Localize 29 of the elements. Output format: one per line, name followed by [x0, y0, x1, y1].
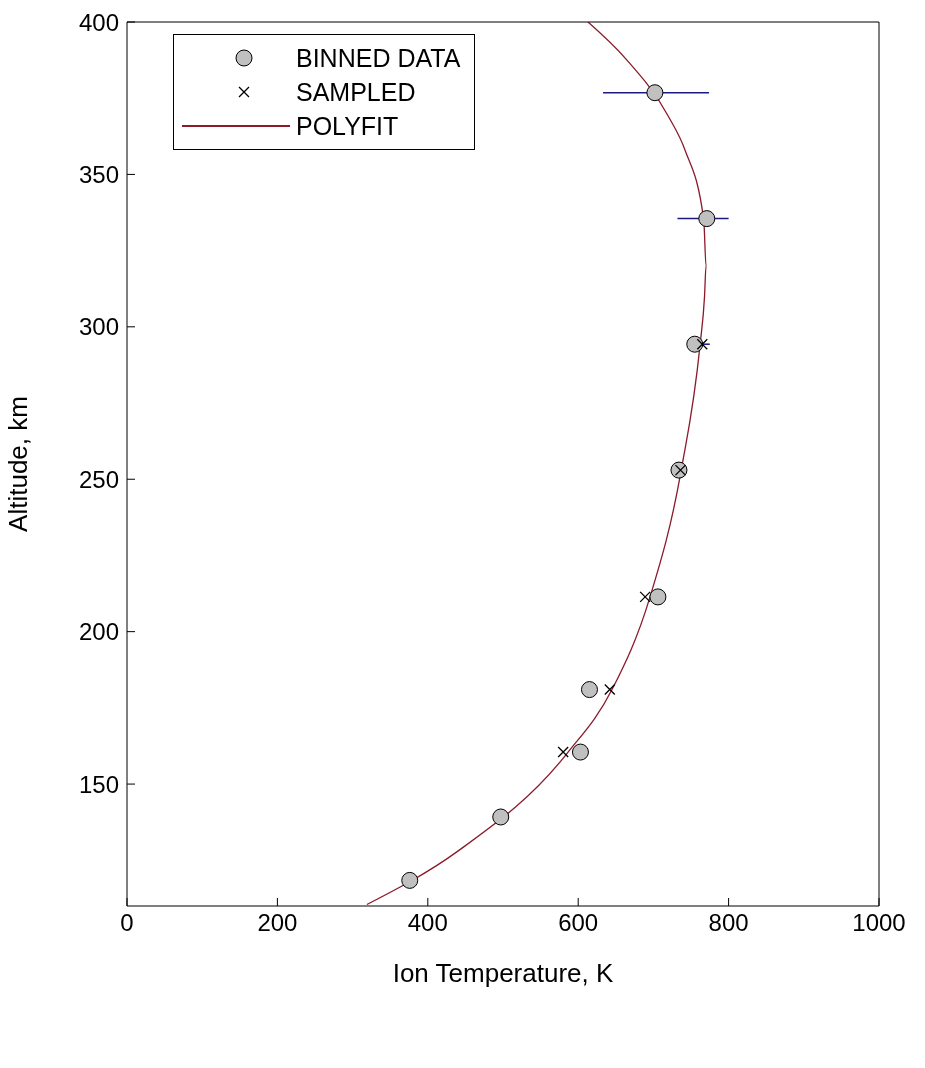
legend-label: BINNED DATA — [296, 43, 461, 73]
y-tick-label: 250 — [78, 465, 119, 493]
point — [557, 746, 569, 758]
point — [492, 808, 510, 826]
legend-label: POLYFIT — [296, 111, 399, 141]
y-axis-title: Altitude, km — [3, 396, 34, 532]
y-tick-label: 200 — [78, 618, 119, 646]
point — [646, 84, 664, 102]
point — [571, 743, 589, 761]
point — [401, 871, 419, 889]
x-tick-label: 400 — [407, 909, 448, 937]
point — [698, 210, 716, 228]
point — [580, 681, 598, 699]
y-tick-label: 300 — [78, 313, 119, 341]
y-tick-label: 350 — [78, 160, 119, 188]
x-tick-label: 200 — [257, 909, 298, 937]
legend-label: SAMPLED — [296, 77, 416, 107]
y-tick-label: 150 — [78, 770, 119, 798]
point — [649, 588, 667, 606]
point — [696, 338, 708, 350]
x-tick-label: 800 — [708, 909, 749, 937]
point — [639, 591, 651, 603]
x-tick-label: 0 — [120, 909, 134, 937]
x-axis-title: Ion Temperature, K — [392, 958, 614, 988]
point — [686, 335, 704, 353]
x-tick-label: 1000 — [852, 909, 906, 937]
x-tick-label: 600 — [558, 909, 599, 937]
point — [604, 683, 616, 696]
y-tick-label: 400 — [78, 8, 119, 36]
